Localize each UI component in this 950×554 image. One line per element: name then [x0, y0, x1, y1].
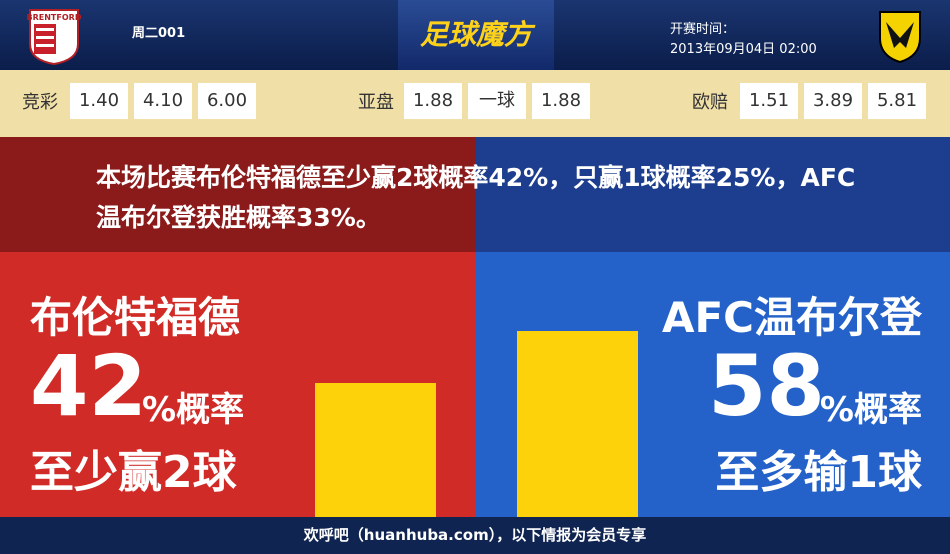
outcome: 至多输1球 [715, 447, 922, 498]
team-name: 布伦特福德 [30, 293, 241, 342]
team-name: AFC温布尔登 [661, 293, 922, 342]
bar [315, 382, 436, 517]
odds-value: 1.88 [532, 83, 590, 119]
odds-value: 1.51 [740, 83, 798, 119]
percent-suffix: %概率 [819, 390, 922, 430]
summary-bg-right [476, 137, 950, 252]
bar [517, 331, 638, 517]
brand: 足球魔方 [398, 0, 554, 70]
odds-value: 6.00 [198, 83, 256, 119]
match-no: 周二001 [132, 26, 186, 41]
odds-label: 亚盘 [358, 92, 394, 113]
odds-value: 5.81 [868, 83, 926, 119]
odds-value: 3.89 [804, 83, 862, 119]
summary-bg-left [0, 137, 476, 252]
footer: 欢呼吧（huanhuba.com），以下情报为会员专享 [0, 517, 950, 554]
odds-value: 1.88 [404, 83, 462, 119]
home-logo-text: BRENTFORD [27, 13, 82, 22]
percent: 42 [30, 337, 147, 435]
percent: 58 [708, 337, 825, 435]
away-logo [879, 11, 921, 64]
home-logo: BRENTFORD [27, 9, 82, 66]
outcome: 至少赢2球 [30, 447, 237, 498]
odds-value: 4.10 [134, 83, 192, 119]
kickoff-time: 2013年09月04日 02:00 [670, 42, 817, 57]
odds-label: 竞彩 [22, 92, 58, 113]
summary: 本场比赛布伦特福德至少赢2球概率42%，只赢1球概率25%，AFC温布尔登获胜概… [96, 163, 856, 232]
header: BRENTFORD 周二001 足球魔方 开赛时间： 2013年09月04日 0… [0, 0, 950, 70]
odds-value: 一球 [468, 83, 526, 119]
odds-value: 1.40 [70, 83, 128, 119]
kickoff-label: 开赛时间： [670, 22, 736, 37]
percent-suffix: %概率 [142, 390, 245, 430]
odds-label: 欧赔 [692, 92, 728, 113]
